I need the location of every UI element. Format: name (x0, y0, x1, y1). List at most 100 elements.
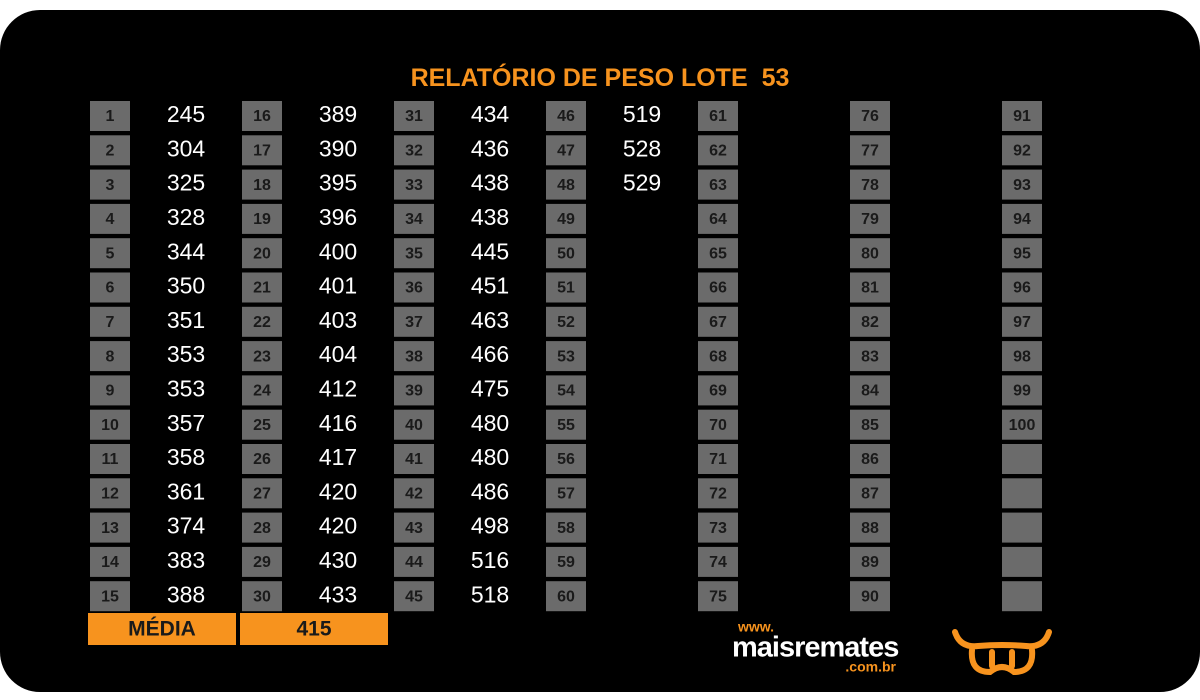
number-box (1002, 478, 1042, 509)
animal-number: 83 (861, 348, 879, 365)
number-box (546, 409, 586, 440)
animal-number: 40 (405, 417, 423, 434)
weight: 245 (167, 101, 205, 127)
weight: 420 (319, 478, 357, 504)
number-box (850, 101, 890, 131)
weight: 396 (319, 204, 357, 230)
number-box (1002, 512, 1042, 543)
animal-number: 87 (861, 486, 879, 503)
animal-number: 49 (557, 211, 575, 228)
number-box (850, 306, 890, 337)
animal-number: 30 (253, 588, 271, 605)
weight: 353 (167, 375, 205, 401)
number-box (546, 135, 586, 166)
number-box (850, 581, 890, 612)
number-box (546, 512, 586, 543)
number-box (1002, 306, 1042, 337)
animal-number: 53 (557, 348, 575, 365)
number-box (1002, 375, 1042, 406)
weight: 480 (471, 410, 509, 436)
animal-number: 35 (405, 245, 423, 262)
number-box (90, 272, 130, 303)
animal-number: 67 (709, 314, 727, 331)
animal-number: 89 (861, 554, 879, 571)
weight: 498 (471, 513, 509, 539)
animal-number: 47 (557, 143, 575, 160)
weight: 416 (319, 410, 357, 436)
animal-number: 91 (1013, 108, 1031, 125)
number-box (1002, 341, 1042, 372)
weight: 351 (167, 307, 205, 333)
animal-number: 90 (861, 588, 879, 605)
animal-number: 34 (405, 211, 423, 228)
number-box (546, 272, 586, 303)
weight: 395 (319, 170, 357, 196)
animal-number: 68 (709, 348, 727, 365)
animal-number: 60 (557, 588, 575, 605)
animal-number: 10 (101, 417, 119, 434)
weight: 361 (167, 478, 205, 504)
weight: 403 (319, 307, 357, 333)
weight: 463 (471, 307, 509, 333)
weight: 434 (471, 101, 510, 127)
number-box (394, 169, 434, 200)
animal-number: 97 (1013, 314, 1031, 331)
animal-number: 58 (557, 520, 575, 537)
weight: 383 (167, 547, 205, 573)
animal-number: 37 (405, 314, 423, 331)
animal-number: 18 (253, 177, 271, 194)
animal-number: 94 (1013, 211, 1031, 228)
number-box (90, 512, 130, 543)
number-box (90, 306, 130, 337)
number-box (850, 238, 890, 269)
weight: 404 (319, 341, 358, 367)
animal-number: 43 (405, 520, 423, 537)
animal-number: 100 (1009, 417, 1036, 434)
animal-number: 13 (101, 520, 119, 537)
animal-number: 50 (557, 245, 575, 262)
title: RELATÓRIO DE PESO LOTE 53 (411, 62, 790, 92)
number-box (850, 272, 890, 303)
animal-number: 66 (709, 280, 727, 297)
average-label: MÉDIA (128, 618, 196, 641)
number-box (90, 101, 130, 131)
number-box (90, 375, 130, 406)
animal-number: 65 (709, 245, 727, 262)
animal-number: 95 (1013, 245, 1031, 262)
number-box (698, 238, 738, 269)
weight: 390 (319, 135, 357, 161)
number-box (90, 169, 130, 200)
animal-number: 25 (253, 417, 271, 434)
number-box (698, 546, 738, 577)
animal-number: 33 (405, 177, 423, 194)
animal-number: 69 (709, 383, 727, 400)
number-box (394, 101, 434, 131)
number-box (698, 169, 738, 200)
number-box (394, 512, 434, 543)
animal-number: 1 (106, 108, 115, 125)
number-box (850, 546, 890, 577)
number-box (1002, 581, 1042, 612)
number-box (242, 409, 282, 440)
number-box (546, 341, 586, 372)
animal-number: 8 (106, 348, 115, 365)
number-box (850, 203, 890, 234)
number-box (546, 546, 586, 577)
animal-number: 51 (557, 280, 575, 297)
animal-number: 28 (253, 520, 271, 537)
animal-number: 96 (1013, 280, 1031, 297)
bull-icon (952, 629, 1052, 676)
number-box (1002, 444, 1042, 474)
animal-number: 52 (557, 314, 575, 331)
animal-number: 75 (709, 588, 727, 605)
animal-number: 12 (101, 486, 119, 503)
animal-number: 22 (253, 314, 271, 331)
number-box (242, 238, 282, 269)
number-box (242, 478, 282, 509)
animal-number: 11 (102, 451, 119, 468)
weight: 412 (319, 375, 357, 401)
title-text: RELATÓRIO DE PESO LOTE (411, 62, 748, 92)
animal-number: 16 (253, 108, 271, 125)
number-box (242, 135, 282, 166)
weight: 357 (167, 410, 205, 436)
